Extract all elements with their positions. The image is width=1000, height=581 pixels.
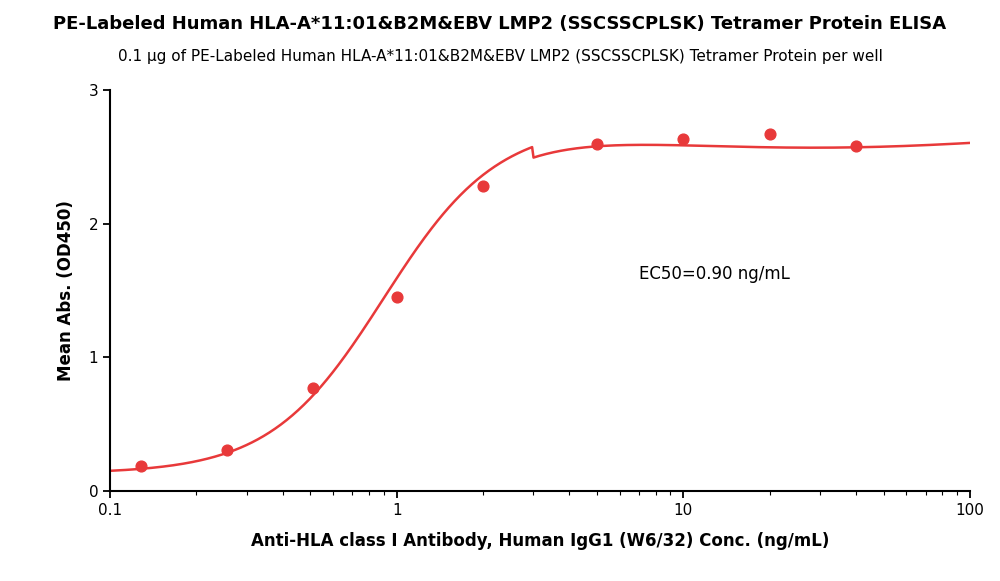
Text: 0.1 μg of PE-Labeled Human HLA-A*11:01&B2M&EBV LMP2 (SSCSSCPLSK) Tetramer Protei: 0.1 μg of PE-Labeled Human HLA-A*11:01&B… [118,49,882,64]
Y-axis label: Mean Abs. (OD450): Mean Abs. (OD450) [57,200,75,381]
Point [133,461,149,470]
X-axis label: Anti-HLA class I Antibody, Human IgG1 (W6/32) Conc. (ng/mL): Anti-HLA class I Antibody, Human IgG1 (W… [251,532,829,550]
Point [475,182,491,191]
Point [219,445,235,454]
Point [848,142,864,151]
Point [589,139,605,148]
Point [389,292,405,302]
Point [675,135,691,144]
Point [762,130,778,139]
Point [305,383,321,393]
Text: EC50=0.90 ng/mL: EC50=0.90 ng/mL [639,266,790,284]
Text: PE-Labeled Human HLA-A*11:01&B2M&EBV LMP2 (SSCSSCPLSK) Tetramer Protein ELISA: PE-Labeled Human HLA-A*11:01&B2M&EBV LMP… [53,15,947,33]
